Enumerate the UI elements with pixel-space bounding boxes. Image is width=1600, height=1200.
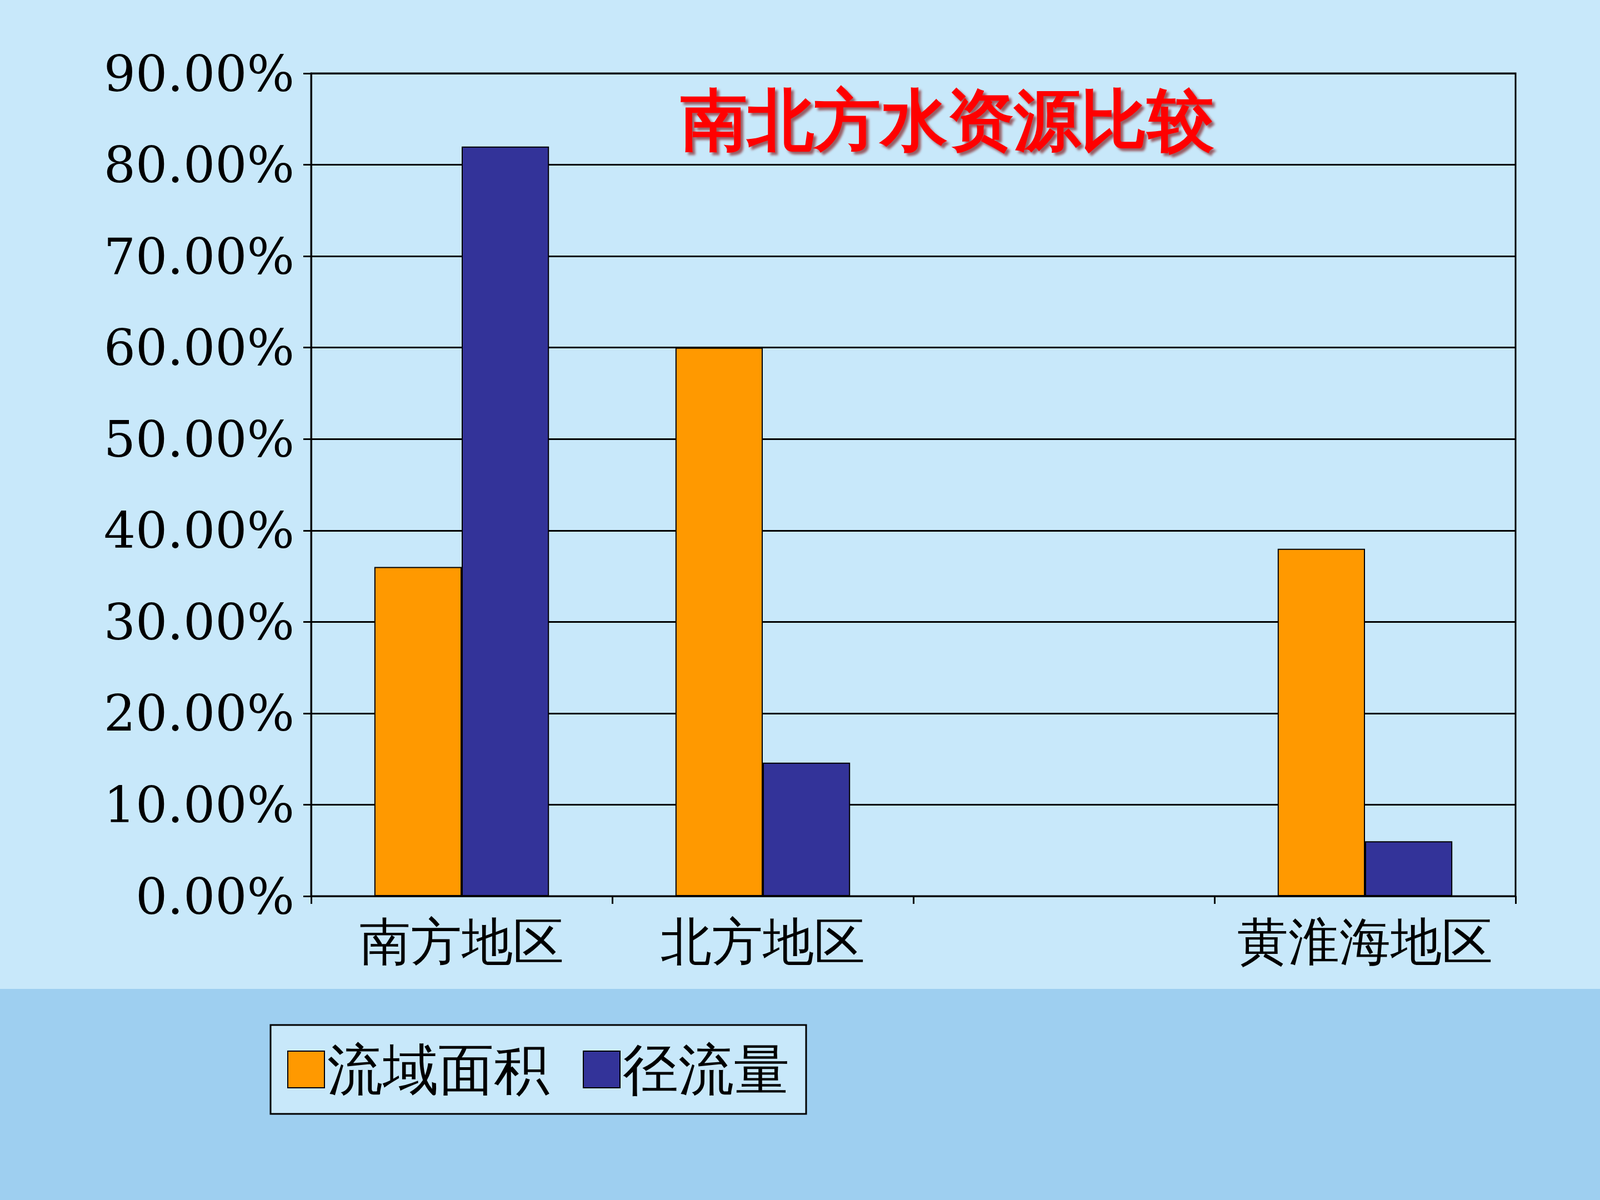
svg-text:90.00%: 90.00% (103, 44, 295, 103)
svg-text:南方地区: 南方地区 (359, 912, 564, 972)
svg-text:0.00%: 0.00% (135, 867, 295, 926)
svg-text:60.00%: 60.00% (103, 318, 295, 377)
svg-text:径流量: 径流量 (622, 1037, 790, 1103)
svg-text:黄淮海地区: 黄淮海地区 (1237, 912, 1493, 972)
svg-text:70.00%: 70.00% (103, 227, 295, 286)
svg-text:80.00%: 80.00% (103, 135, 295, 194)
svg-text:南北方水资源比较: 南北方水资源比较 (680, 80, 1215, 159)
svg-text:北方地区: 北方地区 (660, 912, 865, 972)
svg-text:30.00%: 30.00% (103, 592, 295, 652)
svg-text:50.00%: 50.00% (103, 410, 295, 469)
svg-text:40.00%: 40.00% (103, 501, 295, 560)
svg-text:20.00%: 20.00% (103, 683, 295, 743)
svg-text:10.00%: 10.00% (103, 775, 295, 834)
svg-text:流域面积: 流域面积 (327, 1037, 550, 1103)
